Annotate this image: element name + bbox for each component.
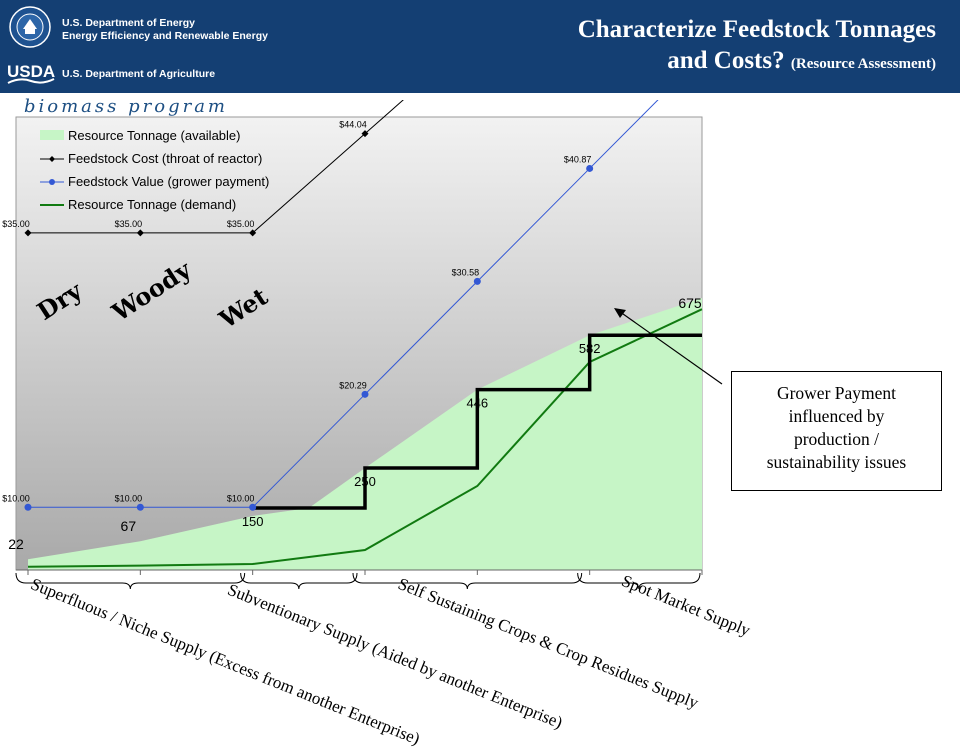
legend-swatch bbox=[40, 130, 64, 140]
usda-logo-text: USDA bbox=[7, 62, 55, 81]
tonnage-label: 22 bbox=[8, 536, 24, 552]
callout-line: production / bbox=[793, 429, 880, 449]
legend-marker bbox=[49, 156, 55, 162]
agency-name-doe: U.S. Department of Energy bbox=[62, 17, 196, 29]
header-band: U.S. Department of Energy Energy Efficie… bbox=[0, 0, 960, 93]
feedstock-cost-label: $35.00 bbox=[115, 219, 143, 229]
legend-label: Resource Tonnage (available) bbox=[68, 128, 240, 143]
agency-name-usda: U.S. Department of Agriculture bbox=[62, 68, 216, 80]
grower-payment-point bbox=[249, 503, 257, 511]
feedstock-cost-point bbox=[24, 229, 32, 237]
available-tonnage-area bbox=[28, 298, 702, 570]
tonnage-step-label: 250 bbox=[354, 474, 376, 489]
legend-label: Resource Tonnage (demand) bbox=[68, 197, 236, 212]
legend-marker bbox=[49, 179, 55, 185]
slide-title-line1: Characterize Feedstock Tonnages bbox=[577, 16, 936, 43]
feedstock-cost-label: $35.00 bbox=[227, 219, 255, 229]
grower-payment-label: $10.00 bbox=[2, 493, 30, 503]
slide-title-subtitle: (Resource Assessment) bbox=[790, 56, 936, 72]
tonnage-step-label: 150 bbox=[242, 514, 264, 529]
region-bracket bbox=[352, 572, 583, 590]
grower-payment-point bbox=[361, 390, 369, 398]
feedstock-cost-label: $44.04 bbox=[339, 120, 367, 130]
callout-arrow bbox=[615, 308, 723, 385]
biomass-program-label: biomass program bbox=[24, 96, 229, 117]
feedstock-cost-point bbox=[361, 130, 369, 138]
callout-arrowhead bbox=[614, 308, 626, 318]
agency-name-eere: Energy Efficiency and Renewable Energy bbox=[62, 30, 268, 42]
grower-payment-point bbox=[473, 277, 481, 285]
chart: 150 250 446 582 22 67 675 $35.00 $35.00 $35.00 $44… bbox=[2, 100, 723, 590]
legend-label: Feedstock Cost (throat of reactor) bbox=[68, 151, 262, 166]
tonnage-step-label: 446 bbox=[466, 396, 488, 411]
tonnage-label: 675 bbox=[678, 295, 702, 311]
callout-line: Grower Payment bbox=[776, 383, 897, 403]
doe-seal-icon bbox=[9, 6, 51, 48]
feedstock-cost-point bbox=[249, 229, 257, 237]
callout-box: Grower Payment influenced by production … bbox=[731, 371, 942, 491]
region-bracket bbox=[15, 572, 246, 590]
feedstock-cost-label: $35.00 bbox=[2, 219, 30, 229]
feedstock-cost-point bbox=[136, 229, 144, 237]
slide-title-main: and Costs? bbox=[667, 47, 785, 74]
slide-title: Characterize Feedstock Tonnages and Cost… bbox=[416, 14, 936, 80]
region-bracket bbox=[240, 572, 358, 590]
slide-title-line2: and Costs? (Resource Assessment) bbox=[416, 45, 936, 80]
legend-label: Feedstock Value (grower payment) bbox=[68, 174, 269, 189]
grower-payment-label: $10.00 bbox=[227, 493, 255, 503]
grower-payment-label: $20.29 bbox=[339, 380, 367, 390]
tonnage-step-label: 582 bbox=[579, 341, 601, 356]
usda-logo: USDA bbox=[7, 62, 55, 84]
callout-line: sustainability issues bbox=[766, 452, 907, 472]
region-bracket bbox=[577, 572, 701, 590]
grower-payment-label: $10.00 bbox=[115, 493, 143, 503]
tonnage-step-line bbox=[252, 333, 702, 510]
grower-payment-point bbox=[136, 503, 144, 511]
grower-payment-point bbox=[586, 164, 594, 172]
grower-payment-label: $40.87 bbox=[564, 154, 592, 164]
callout-line: influenced by bbox=[788, 406, 885, 426]
grower-payment-label: $30.58 bbox=[452, 267, 480, 277]
tonnage-label: 67 bbox=[121, 518, 137, 534]
grower-payment-point bbox=[24, 503, 32, 511]
